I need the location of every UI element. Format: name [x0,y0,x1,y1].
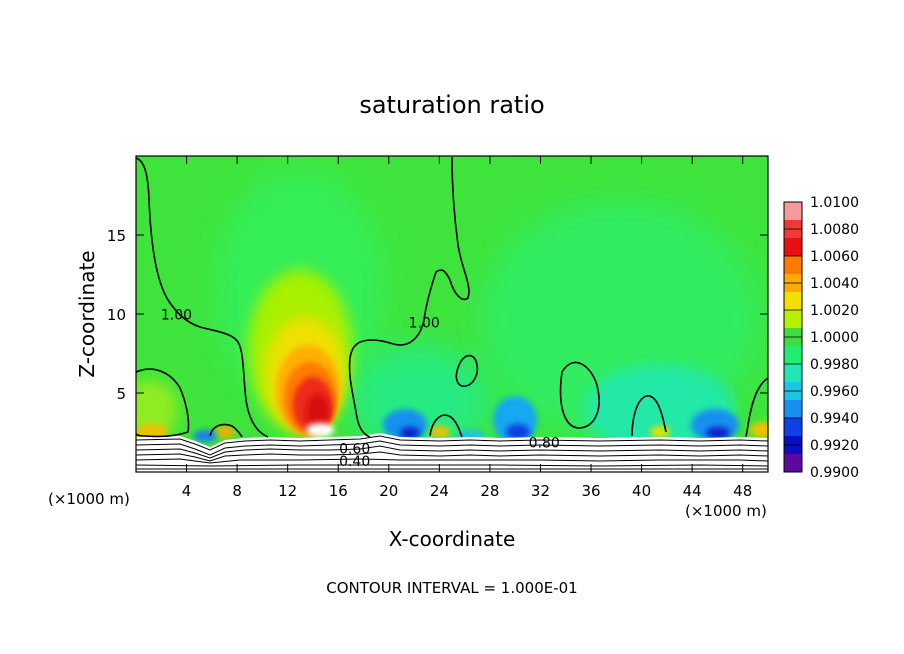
x-tick-label: 12 [278,482,297,500]
colorbar-swatch [784,310,802,329]
colorbar-label: 1.0100 [810,195,859,211]
colorbar-swatch [784,238,802,257]
colorbar-swatch [784,418,802,437]
x-tick-label: 48 [733,482,752,500]
terrain-band [136,433,768,472]
contour-1-00-left [136,157,269,438]
y-tick-label: 5 [116,385,126,403]
colorbar-swatch [784,400,802,419]
colorbar-swatch [784,454,802,473]
contour-label: 1.00 [161,308,192,324]
contour-label: 0.60 [339,441,370,457]
field-shading [136,170,768,455]
colorbar-label: 0.9960 [810,384,859,400]
colorbar-label: 0.9980 [810,357,859,373]
y-axis-title: Z-coordinate [75,250,99,377]
x-tick-label: 36 [581,482,600,500]
x-tick-label: 8 [232,482,242,500]
colorbar-label: 1.0000 [810,330,859,346]
y-tick-label: 15 [107,227,126,245]
plot-area [136,156,768,472]
contour-closed-small [455,354,479,387]
colorbar-swatch [784,256,802,275]
x-tick-label: 4 [182,482,192,500]
chart-title: saturation ratio [359,91,544,119]
contour-lines [136,156,768,438]
colorbar-swatch [784,292,802,311]
y-axis: 5 10 15 [107,227,768,403]
contour-right-bump [631,395,667,437]
colorbar-label: 0.9920 [810,438,859,454]
contour-closed-mid [559,361,600,429]
x-tick-label: 44 [683,482,702,500]
colorbar-label: 0.9900 [810,465,859,481]
contour-center-bump [429,414,463,438]
colorbar: 1.0100 1.0080 1.0060 1.0040 1.0020 1.0000 0.99… [783,195,859,481]
y-tick-label: 10 [107,306,126,324]
colorbar-swatch [784,346,802,365]
x-tick-label: 16 [329,482,348,500]
colorbar-label: 0.9940 [810,411,859,427]
x-tick-label: 20 [379,482,398,500]
x-tick-label: 28 [480,482,499,500]
x-tick-label: 40 [632,482,651,500]
colorbar-label: 1.0040 [810,276,859,292]
x-tick-label: 24 [430,482,449,500]
colorbar-swatch [784,364,802,383]
contour-closed-left [136,368,190,438]
terrain-isolines [136,435,768,470]
y-unit-label: (×1000 m) [48,490,130,508]
x-tick-label: 32 [531,482,550,500]
contour-label: 1.00 [409,316,440,332]
colorbar-label: 1.0080 [810,222,859,238]
x-unit-label: (×1000 m) [685,502,767,520]
contour-label: 0.80 [529,436,560,452]
contour-1-00-center [348,156,470,438]
colorbar-label: 1.0060 [810,249,859,265]
x-axis: 4 8 12 16 20 24 28 32 36 40 44 48 [182,156,752,500]
contour-label: 0.40 [339,454,370,470]
contour-left-bump [209,423,243,438]
contour-labels: 1.00 1.00 0.60 0.80 0.40 [161,308,560,470]
colorbar-swatch [784,202,802,221]
contour-interval-note: CONTOUR INTERVAL = 1.000E-01 [326,579,577,597]
colorbar-label: 1.0020 [810,303,859,319]
x-axis-title: X-coordinate [389,527,516,551]
contour-right-edge [745,377,768,438]
